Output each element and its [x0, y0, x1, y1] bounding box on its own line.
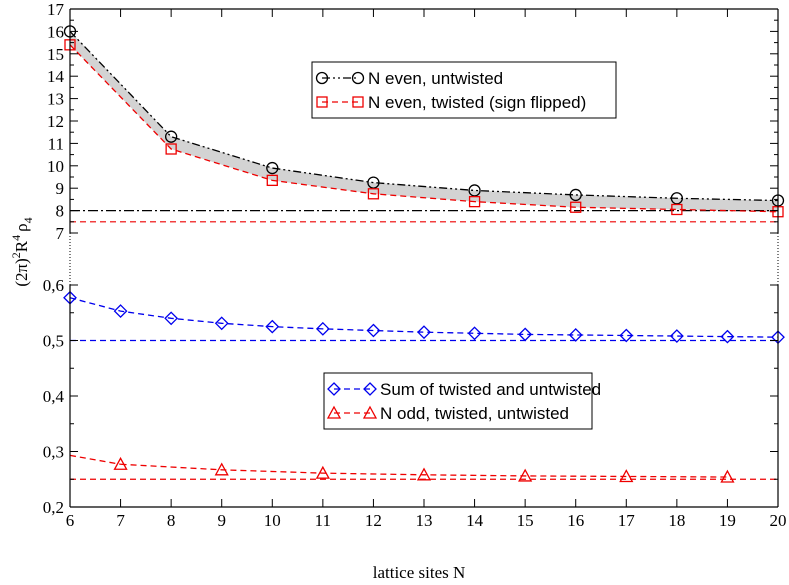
y-tick-label: 8 [56, 202, 65, 221]
data-point [315, 321, 330, 336]
data-point [720, 469, 735, 483]
data-point [266, 161, 279, 175]
y-axis-title: (2π)2R4ρ4 [9, 217, 35, 286]
legend-marker [326, 405, 342, 419]
y-title-sub: 4 [21, 217, 35, 223]
data-point [366, 323, 381, 338]
data-point [367, 188, 380, 200]
data-point [113, 456, 128, 470]
y-title-exp2: 4 [9, 235, 23, 241]
data-point [619, 469, 634, 483]
data-point [569, 188, 582, 202]
legend-marker [327, 382, 341, 396]
series-line-0 [69, 30, 779, 202]
data-point [265, 319, 280, 334]
legend-marker [362, 405, 378, 419]
x-tick-label: 19 [719, 511, 736, 530]
data-point [468, 184, 481, 197]
data-point [671, 203, 683, 216]
data-point [570, 201, 582, 213]
y-title-rho: ρ [12, 223, 31, 231]
y-tick-label: 10 [47, 157, 64, 176]
x-tick-label: 20 [770, 511, 787, 530]
x-tick-label: 15 [517, 511, 534, 530]
x-tick-label: 7 [116, 511, 125, 530]
legend-label: N even, untwisted [368, 69, 503, 88]
y-title-base: (2π) [12, 258, 31, 286]
legend-label: Sum of twisted and untwisted [380, 380, 601, 399]
legend-box-lower [323, 372, 593, 430]
data-point [670, 192, 684, 205]
shaded-band [70, 31, 778, 212]
data-point [568, 328, 583, 342]
x-tick-label: 11 [315, 511, 331, 530]
y-tick-label: 14 [47, 67, 65, 86]
data-point [619, 328, 634, 343]
data-point [164, 130, 178, 143]
y-tick-label: 0,2 [43, 498, 64, 517]
data-point [315, 465, 330, 479]
series-line-2 [69, 297, 779, 338]
legend-marker [316, 96, 328, 108]
data-point [669, 329, 684, 343]
legend-label: N odd, twisted, untwisted [380, 404, 569, 423]
series-line-3 [120, 463, 728, 478]
x-tick-label: 14 [466, 511, 484, 530]
x-tick-label: 8 [167, 511, 176, 530]
y-tick-label: 11 [48, 134, 64, 153]
x-tick-label: 17 [618, 511, 636, 530]
y-title-exp1: 2 [9, 252, 23, 258]
y-tick-label: 15 [47, 45, 64, 64]
y-tick-label: 0,4 [43, 387, 65, 406]
y-tick-label: 9 [56, 179, 65, 198]
data-point [113, 304, 128, 319]
y-tick-label: 16 [47, 22, 64, 41]
data-point [518, 327, 533, 342]
data-point [468, 195, 481, 208]
y-tick-label: 0,6 [43, 276, 64, 295]
legend-label: N even, twisted (sign flipped) [368, 93, 586, 112]
data-point [416, 467, 432, 481]
data-point [266, 174, 278, 187]
y-tick-label: 12 [47, 112, 64, 131]
legend-marker [352, 96, 364, 108]
y-tick-label: 0,3 [43, 443, 64, 462]
legend-marker [315, 71, 329, 85]
series-line-1 [69, 44, 779, 213]
x-tick-label: 16 [567, 511, 584, 530]
x-tick-label: 10 [264, 511, 281, 530]
data-point [518, 468, 533, 482]
x-tick-label: 6 [66, 511, 75, 530]
x-axis-title: lattice sites N [373, 563, 466, 582]
legend-marker [363, 382, 377, 396]
data-point [214, 316, 229, 331]
data-point [164, 311, 179, 326]
series-line-4 [69, 454, 121, 465]
legend-marker [351, 71, 365, 85]
y-tick-label: 13 [47, 90, 64, 109]
y-title-r: R [12, 240, 31, 252]
data-point [165, 143, 177, 155]
data-point [367, 176, 380, 189]
x-tick-label: 18 [668, 511, 685, 530]
legend-box-upper [311, 61, 617, 119]
data-point [417, 325, 431, 340]
y-tick-label: 7 [56, 224, 65, 243]
x-tick-label: 12 [365, 511, 382, 530]
y-tick-label: 17 [47, 0, 65, 19]
data-point [720, 329, 735, 344]
data-point [214, 462, 229, 476]
x-tick-label: 13 [416, 511, 433, 530]
y-tick-label: 0,5 [43, 332, 64, 351]
x-tick-label: 9 [217, 511, 226, 530]
data-point [467, 326, 482, 341]
